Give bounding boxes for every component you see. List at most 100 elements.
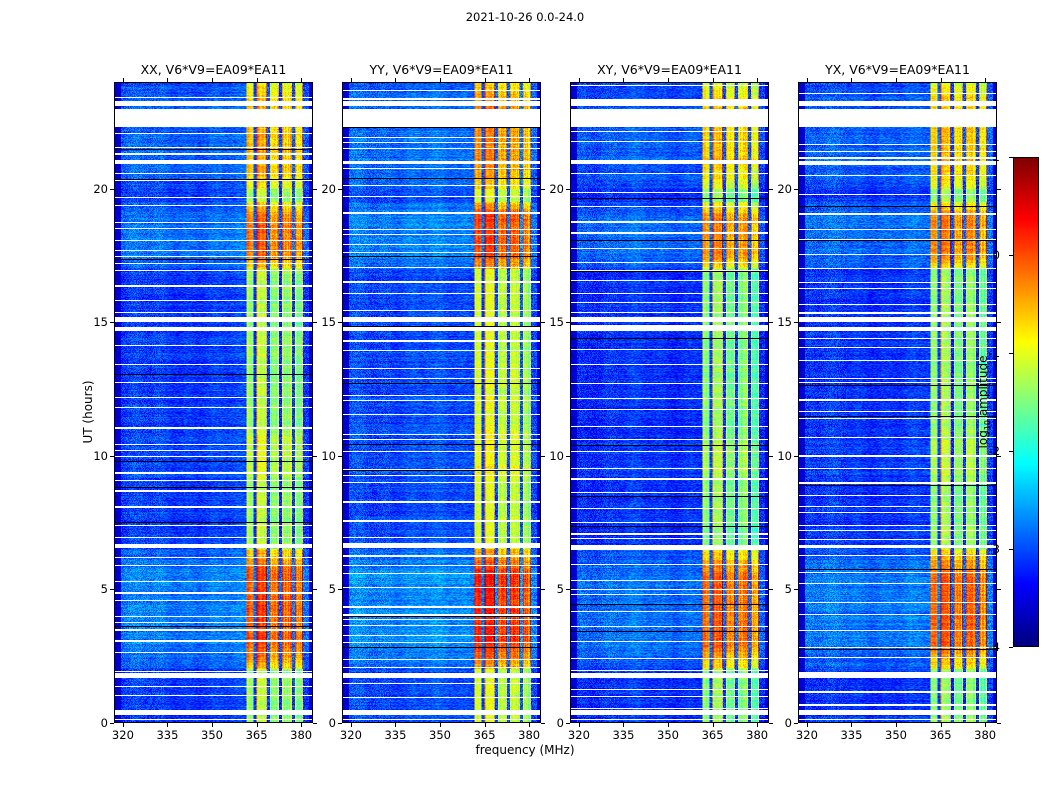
y-tick-15 bbox=[794, 322, 798, 324]
y-tick-20 bbox=[566, 188, 570, 190]
colorbar-tick-label-0: 0 bbox=[992, 248, 1000, 262]
spectrum-panel-yy[interactable]: YY, V6*V9=EA09*EA11 320 335 350 365 380 0 5 10 15… bbox=[321, 62, 545, 742]
x-tick-label-335: 335 bbox=[384, 728, 407, 742]
y-tick-label-10: 10 bbox=[549, 448, 564, 463]
panel-title-yy: YY, V6*V9=EA09*EA11 bbox=[369, 62, 514, 77]
y-tick-label-5: 5 bbox=[100, 582, 108, 597]
y-tick-right-5 bbox=[541, 589, 545, 591]
x-tick-label-335: 335 bbox=[612, 728, 635, 742]
y-tick-right-15 bbox=[541, 322, 545, 324]
y-tick-label-10: 10 bbox=[93, 448, 108, 463]
spectrum-panel-yx[interactable]: YX, V6*V9=EA09*EA11 320 335 350 365 380 0 5 10 15… bbox=[777, 62, 1001, 742]
y-tick-label-15: 15 bbox=[321, 315, 336, 330]
x-tick-365 bbox=[256, 723, 258, 727]
y-tick-0 bbox=[110, 723, 114, 724]
x-tick-top-380 bbox=[985, 78, 987, 82]
y-tick-10 bbox=[338, 455, 342, 457]
x-tick-top-365 bbox=[940, 78, 942, 82]
x-tick-top-335 bbox=[851, 78, 853, 82]
colorbar-tick-label--2: -2 bbox=[988, 444, 1000, 458]
y-tick-label-0: 0 bbox=[784, 716, 792, 730]
y-tick-label-10: 10 bbox=[777, 448, 792, 463]
y-tick-15 bbox=[110, 322, 114, 324]
y-tick-5 bbox=[794, 589, 798, 591]
x-tick-top-320 bbox=[806, 78, 808, 82]
x-tick-320 bbox=[122, 723, 124, 727]
y-tick-right-20 bbox=[541, 188, 545, 190]
x-tick-380 bbox=[757, 723, 759, 727]
spectrum-panel-xx[interactable]: XX, V6*V9=EA09*EA11 320 335 350 365 380 0 5 10 15… bbox=[93, 62, 317, 742]
y-tick-label-20: 20 bbox=[777, 181, 792, 196]
x-tick-top-335 bbox=[623, 78, 625, 82]
y-tick-right-5 bbox=[997, 589, 1001, 591]
colorbar[interactable] bbox=[1013, 157, 1039, 647]
figure-suptitle: 2021-10-26 0.0-24.0 bbox=[465, 10, 585, 24]
y-tick-label-5: 5 bbox=[784, 582, 792, 597]
y-tick-right-15 bbox=[997, 322, 1001, 324]
y-tick-right-0 bbox=[997, 723, 1001, 724]
colorbar-tick-label-1: 1 bbox=[992, 150, 1000, 164]
y-tick-right-0 bbox=[313, 723, 317, 724]
x-tick-350 bbox=[440, 723, 441, 727]
y-tick-label-20: 20 bbox=[549, 181, 564, 196]
y-tick-5 bbox=[110, 589, 114, 591]
x-tick-label-380: 380 bbox=[746, 728, 769, 742]
x-tick-top-365 bbox=[256, 78, 258, 82]
y-tick-15 bbox=[566, 322, 570, 324]
x-tick-top-350 bbox=[668, 78, 669, 82]
x-tick-top-365 bbox=[484, 78, 486, 82]
x-tick-label-365: 365 bbox=[701, 728, 724, 742]
x-tick-top-335 bbox=[167, 78, 169, 82]
y-tick-label-15: 15 bbox=[777, 315, 792, 330]
colorbar-label: log10 amplitude bbox=[976, 356, 992, 449]
x-tick-top-380 bbox=[757, 78, 759, 82]
x-tick-top-350 bbox=[896, 78, 897, 82]
x-tick-380 bbox=[529, 723, 531, 727]
x-tick-320 bbox=[578, 723, 580, 727]
y-tick-right-5 bbox=[769, 589, 773, 591]
y-tick-label-5: 5 bbox=[556, 582, 564, 597]
x-tick-label-365: 365 bbox=[245, 728, 268, 742]
y-tick-label-20: 20 bbox=[93, 181, 108, 196]
x-tick-label-320: 320 bbox=[795, 728, 818, 742]
y-tick-10 bbox=[110, 455, 114, 457]
panel-title-xy: XY, V6*V9=EA09*EA11 bbox=[597, 62, 742, 77]
y-tick-10 bbox=[566, 455, 570, 457]
y-tick-right-10 bbox=[997, 455, 1001, 457]
x-tick-top-380 bbox=[301, 78, 303, 82]
x-tick-label-380: 380 bbox=[290, 728, 313, 742]
y-tick-right-20 bbox=[769, 188, 773, 190]
x-tick-label-335: 335 bbox=[156, 728, 179, 742]
y-tick-right-15 bbox=[769, 322, 773, 324]
y-tick-label-0: 0 bbox=[328, 716, 336, 730]
x-tick-365 bbox=[484, 723, 486, 727]
colorbar-tick-1 bbox=[1009, 157, 1013, 158]
x-tick-top-320 bbox=[350, 78, 352, 82]
colorbar-tick--4 bbox=[1009, 647, 1013, 648]
x-tick-top-335 bbox=[395, 78, 397, 82]
y-tick-label-0: 0 bbox=[100, 716, 108, 730]
y-tick-5 bbox=[338, 589, 342, 591]
y-tick-0 bbox=[794, 723, 798, 724]
colorbar-tick--2 bbox=[1009, 451, 1013, 452]
x-tick-label-320: 320 bbox=[339, 728, 362, 742]
x-tick-335 bbox=[395, 723, 397, 727]
x-tick-320 bbox=[350, 723, 352, 727]
y-tick-right-0 bbox=[541, 723, 545, 724]
y-tick-15 bbox=[338, 322, 342, 324]
spectrum-panel-xy[interactable]: XY, V6*V9=EA09*EA11 320 335 350 365 380 0 5 10 15… bbox=[549, 62, 773, 742]
y-tick-5 bbox=[566, 589, 570, 591]
x-tick-350 bbox=[212, 723, 213, 727]
colorbar-tick-label--1: -1 bbox=[988, 346, 1000, 360]
colorbar-tick--1 bbox=[1009, 353, 1013, 354]
x-tick-top-350 bbox=[212, 78, 213, 82]
x-tick-350 bbox=[668, 723, 669, 727]
x-tick-top-350 bbox=[440, 78, 441, 82]
x-tick-top-320 bbox=[578, 78, 580, 82]
x-tick-350 bbox=[896, 723, 897, 727]
x-tick-380 bbox=[985, 723, 987, 727]
colorbar-tick-label--4: -4 bbox=[988, 640, 1000, 654]
x-tick-top-380 bbox=[529, 78, 531, 82]
x-tick-label-365: 365 bbox=[473, 728, 496, 742]
